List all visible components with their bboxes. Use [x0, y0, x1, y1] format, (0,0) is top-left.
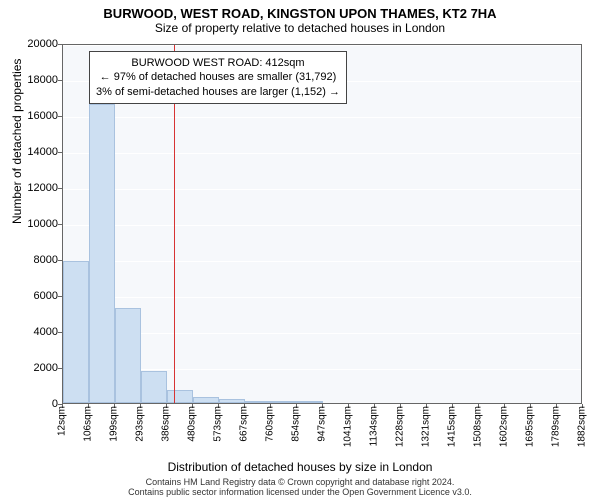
x-tick-label: 1321sqm	[421, 406, 432, 447]
x-tick-label: 1041sqm	[343, 406, 354, 447]
x-tick-label: 12sqm	[57, 406, 68, 436]
gridline	[63, 153, 581, 154]
y-tick-label: 20000	[18, 38, 58, 50]
y-tick-mark	[58, 260, 62, 261]
annotation-box: BURWOOD WEST ROAD: 412sqm← 97% of detach…	[89, 51, 347, 104]
x-axis-label: Distribution of detached houses by size …	[0, 460, 600, 474]
x-tick-label: 106sqm	[83, 406, 94, 442]
x-tick-label: 760sqm	[265, 406, 276, 442]
y-tick-mark	[58, 44, 62, 45]
y-tick-label: 12000	[18, 182, 58, 194]
y-tick-label: 10000	[18, 218, 58, 230]
y-tick-mark	[58, 80, 62, 81]
histogram-bar	[245, 401, 271, 403]
plot-area: BURWOOD WEST ROAD: 412sqm← 97% of detach…	[62, 44, 582, 404]
y-tick-mark	[58, 224, 62, 225]
y-tick-label: 14000	[18, 146, 58, 158]
histogram-bar	[167, 390, 193, 403]
x-tick-label: 1882sqm	[577, 406, 588, 447]
chart-title-main: BURWOOD, WEST ROAD, KINGSTON UPON THAMES…	[0, 0, 600, 21]
x-tick-label: 573sqm	[213, 406, 224, 442]
footer-line-2: Contains public sector information licen…	[128, 487, 472, 497]
gridline	[63, 45, 581, 46]
histogram-bar	[115, 308, 141, 403]
x-tick-label: 854sqm	[291, 406, 302, 442]
x-tick-label: 480sqm	[187, 406, 198, 442]
gridline	[63, 117, 581, 118]
x-tick-label: 1508sqm	[473, 406, 484, 447]
y-tick-mark	[58, 296, 62, 297]
y-tick-mark	[58, 332, 62, 333]
x-tick-label: 1228sqm	[395, 406, 406, 447]
chart-title-sub: Size of property relative to detached ho…	[0, 21, 600, 39]
annotation-line-2: ← 97% of detached houses are smaller (31…	[96, 70, 340, 84]
histogram-bar	[141, 371, 167, 403]
x-tick-label: 293sqm	[135, 406, 146, 442]
gridline	[63, 189, 581, 190]
y-tick-label: 2000	[18, 362, 58, 374]
annotation-line-3: 3% of semi-detached houses are larger (1…	[96, 85, 340, 99]
histogram-bar	[63, 261, 89, 403]
histogram-bar	[297, 401, 323, 403]
x-tick-label: 1134sqm	[369, 406, 380, 446]
x-tick-label: 1789sqm	[551, 406, 562, 447]
footer-line-1: Contains HM Land Registry data © Crown c…	[146, 477, 455, 487]
x-tick-label: 947sqm	[317, 406, 328, 442]
y-tick-mark	[58, 188, 62, 189]
gridline	[63, 297, 581, 298]
y-tick-label: 18000	[18, 74, 58, 86]
x-tick-label: 667sqm	[239, 406, 250, 442]
y-tick-label: 0	[18, 398, 58, 410]
y-tick-mark	[58, 152, 62, 153]
gridline	[63, 261, 581, 262]
histogram-bar	[193, 397, 219, 403]
histogram-bar	[219, 399, 245, 403]
x-tick-label: 1695sqm	[525, 406, 536, 447]
x-tick-label: 1415sqm	[447, 406, 458, 447]
annotation-line-1: BURWOOD WEST ROAD: 412sqm	[96, 56, 340, 70]
y-tick-label: 16000	[18, 110, 58, 122]
x-tick-label: 386sqm	[161, 406, 172, 442]
x-tick-label: 1602sqm	[499, 406, 510, 447]
y-tick-label: 4000	[18, 326, 58, 338]
histogram-bar	[89, 104, 115, 403]
footer-attribution: Contains HM Land Registry data © Crown c…	[0, 478, 600, 498]
x-tick-label: 199sqm	[109, 406, 120, 442]
histogram-bar	[271, 401, 297, 403]
y-tick-label: 6000	[18, 290, 58, 302]
y-tick-mark	[58, 116, 62, 117]
y-tick-label: 8000	[18, 254, 58, 266]
y-tick-mark	[58, 368, 62, 369]
gridline	[63, 225, 581, 226]
chart-area: BURWOOD WEST ROAD: 412sqm← 97% of detach…	[62, 44, 582, 404]
